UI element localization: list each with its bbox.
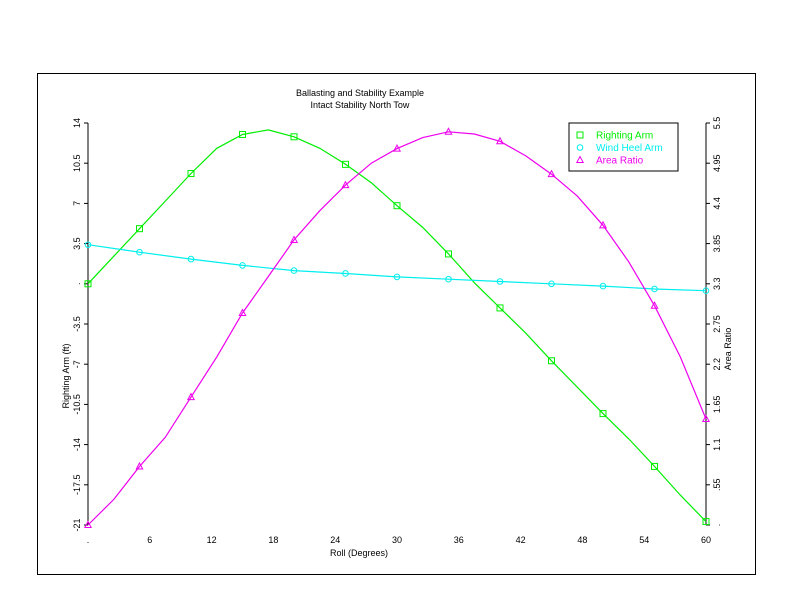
y-tick-label: 3.5 [72, 237, 82, 250]
legend-box [568, 122, 679, 172]
x-tick-label: 60 [701, 535, 711, 545]
y2-tick-label: 5.5 [712, 117, 722, 130]
area-ratio-point [392, 144, 402, 152]
y2-tick-label: 2.2 [712, 358, 722, 371]
x-tick-label: . [87, 535, 90, 545]
tick-labels: 14 10.5 7 3.5. -3.5 -7 -10.5 -14 -17.5 -21 5.5 4.95… [72, 117, 722, 545]
wind-heel-arm-point [84, 241, 92, 249]
axes [84, 122, 710, 526]
wind-heel-arm-point [496, 278, 504, 285]
area-ratio-point [238, 308, 247, 317]
area-ratio-point [83, 520, 93, 528]
area-ratio-point [186, 392, 196, 401]
x-tick-label: 42 [516, 535, 526, 545]
y2-tick-label: 1.65 [712, 396, 722, 414]
wind-heel-arm-point [548, 280, 555, 288]
series-layer [83, 127, 711, 528]
righting-arm-point [496, 304, 504, 312]
righting-arm-point [136, 225, 143, 233]
righting-arm-point [290, 133, 298, 141]
y-tick-label: -21 [72, 518, 82, 531]
righting-arm-point [393, 202, 401, 210]
chart-svg: Ballasting and Stability Example Intact … [61, 88, 733, 558]
x-tick-label: 36 [454, 535, 464, 545]
y2-tick-label: . [712, 524, 722, 527]
area-ratio-point [289, 235, 299, 243]
area-ratio-point [341, 180, 350, 189]
righting-arm-point [445, 250, 452, 258]
y2-tick-label: 4.95 [712, 154, 722, 172]
y-tick-label: -7 [72, 360, 82, 368]
y-tick-label: -17.5 [72, 475, 82, 496]
y-tick-label: . [72, 283, 82, 286]
righting-arm-point [84, 280, 92, 288]
y2-axis-label: Area Ratio [723, 328, 733, 371]
wind-heel-arm-point [651, 285, 658, 293]
wind-heel-arm-line [87, 244, 707, 292]
righting-arm-line [87, 129, 707, 523]
wind-heel-arm-point [187, 255, 195, 263]
wind-heel-arm-point [290, 267, 298, 274]
y-tick-label: 7 [72, 201, 82, 206]
area-ratio-point [135, 461, 144, 470]
wind-heel-arm-point [136, 248, 143, 256]
wind-heel-arm-point [393, 273, 401, 281]
area-ratio-point [701, 414, 711, 423]
chart-frame: Ballasting and Stability Example Intact … [37, 73, 756, 575]
righting-arm-point [599, 410, 607, 418]
x-tick-label: 12 [207, 535, 217, 545]
legend-marker-area-ratio [575, 155, 585, 163]
y2-tick-label: 3.85 [712, 235, 722, 253]
legend-marker-righting-arm [576, 131, 584, 139]
wind-heel-arm-point [599, 282, 607, 290]
x-tick-label: 54 [639, 535, 649, 545]
y-tick-label: -10.5 [72, 394, 82, 415]
legend-label-area-ratio: Area Ratio [596, 156, 644, 167]
righting-arm-point [548, 357, 555, 365]
y2-tick-label: 2.75 [712, 315, 722, 333]
area-ratio-point [650, 301, 659, 309]
x-tick-label: 48 [577, 535, 587, 545]
righting-arm-point [651, 462, 658, 470]
area-ratio-point [598, 220, 608, 229]
y-tick-label: 14 [72, 118, 82, 128]
x-tick-label: 30 [392, 535, 402, 545]
wind-heel-arm-point [445, 275, 452, 283]
y-tick-label: 10.5 [72, 154, 82, 172]
area-ratio-point [444, 127, 453, 135]
wind-heel-arm-point [239, 262, 246, 269]
y-tick-label: -3.5 [72, 316, 82, 332]
area-ratio-point [547, 169, 556, 178]
legend-marker-wind-heel-arm [576, 144, 584, 151]
area-ratio-point [495, 136, 505, 145]
x-tick-label: 6 [147, 535, 152, 545]
y2-tick-label: 3.3 [712, 278, 722, 291]
x-tick-label: 18 [268, 535, 278, 545]
righting-arm-point [342, 160, 349, 168]
y2-tick-label: 4.4 [712, 197, 722, 210]
chart-subtitle: Intact Stability North Tow [311, 100, 410, 110]
area-ratio-line [87, 131, 707, 526]
y-axis-label: Righting Arm (ft) [61, 343, 71, 408]
y2-tick-label: 1.1 [712, 438, 722, 451]
righting-arm-point [239, 130, 246, 138]
wind-heel-arm-point [342, 270, 349, 277]
y-tick-label: -14 [72, 438, 82, 451]
x-axis-label: Roll (Degrees) [330, 548, 388, 558]
chart-title: Ballasting and Stability Example [296, 88, 424, 98]
y2-tick-label: .55 [712, 479, 722, 492]
legend-label-righting-arm: Righting Arm [596, 131, 653, 142]
legend-label-wind-heel-arm: Wind Heel Arm [596, 143, 663, 154]
wind-heel-arm-point [702, 287, 710, 294]
x-tick-label: 24 [330, 535, 340, 545]
righting-arm-point [187, 170, 195, 178]
righting-arm-point [702, 518, 710, 526]
